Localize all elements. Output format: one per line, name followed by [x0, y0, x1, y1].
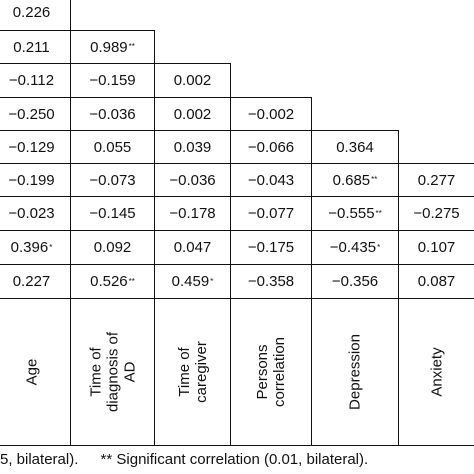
- column-header: Anxiety: [398, 298, 474, 446]
- table-cell: −0.043: [230, 163, 312, 197]
- table-cell: 0.226: [0, 0, 71, 31]
- table-cell: −0.250: [0, 97, 71, 131]
- column-header-label: correlation: [271, 336, 288, 408]
- table-cell: −0.073: [70, 163, 155, 197]
- table-cell: 0.227: [0, 264, 71, 299]
- column-header: Age: [0, 298, 71, 446]
- table-cell: −0.175: [230, 230, 312, 265]
- table-cell: 0.055: [70, 130, 155, 164]
- table-cell: −0.159: [70, 63, 155, 98]
- table-cell: 0.364: [311, 130, 399, 164]
- table-cell: 0.459 *: [154, 264, 231, 299]
- table-cell: 0.277: [398, 163, 474, 197]
- table-cell: −0.356: [311, 264, 399, 299]
- table-cell: 0.087: [398, 264, 474, 299]
- table-cell: −0.358: [230, 264, 312, 299]
- table-cell: 0.526 **: [70, 264, 155, 299]
- table-cell: 0.211: [0, 30, 71, 64]
- column-header: Time of diagnosis of AD: [70, 298, 155, 446]
- table-cell: −0.112: [0, 63, 71, 98]
- table-cell: −0.555 **: [311, 196, 399, 231]
- column-header-label: Age: [23, 358, 40, 386]
- table-cell: 0.107: [398, 230, 474, 265]
- column-header-label: Depression: [346, 334, 364, 410]
- footnote-right: ** Significant correlation (0.01, bilate…: [100, 451, 369, 468]
- table-cell: 0.396 *: [0, 230, 71, 265]
- table-cell: −0.036: [154, 163, 231, 197]
- column-header-label: Anxiety: [428, 347, 445, 397]
- table-cell: −0.145: [70, 196, 155, 231]
- table-cell: 0.002: [154, 63, 231, 98]
- table-cell: 0.685 **: [311, 163, 399, 197]
- footnote-left: 5, bilateral).: [0, 451, 79, 468]
- column-header-label: Time of: [175, 347, 193, 397]
- column-header-label: Time of: [87, 347, 104, 397]
- column-header-label: Persons: [254, 344, 271, 400]
- table-cell: 0.039: [154, 130, 231, 164]
- column-header-label: AD: [121, 361, 138, 383]
- table-cell: −0.129: [0, 130, 71, 164]
- table-cell: 0.092: [70, 230, 155, 265]
- column-header-label: caregiver: [192, 341, 210, 403]
- table-cell: −0.178: [154, 196, 231, 231]
- table-cell: 0.047: [154, 230, 231, 265]
- column-header: Persons correlation: [230, 298, 312, 446]
- table-footnote: 5, bilateral). ** Significant correlatio…: [0, 451, 386, 468]
- table-cell: −0.199: [0, 163, 71, 197]
- table-cell: −0.077: [230, 196, 312, 231]
- table-cell: −0.066: [230, 130, 312, 164]
- table-cell: −0.002: [230, 97, 312, 131]
- column-header: Depression: [311, 298, 399, 446]
- table-cell: −0.275: [398, 196, 474, 231]
- column-header: Time of caregiver: [154, 298, 231, 446]
- table-cell: 0.989 **: [70, 30, 155, 64]
- table-cell: −0.435 *: [311, 230, 399, 265]
- table-cell: −0.023: [0, 196, 71, 231]
- table-cell: 0.002: [154, 97, 231, 131]
- column-header-label: diagnosis of: [104, 331, 121, 413]
- table-cell: −0.036: [70, 97, 155, 131]
